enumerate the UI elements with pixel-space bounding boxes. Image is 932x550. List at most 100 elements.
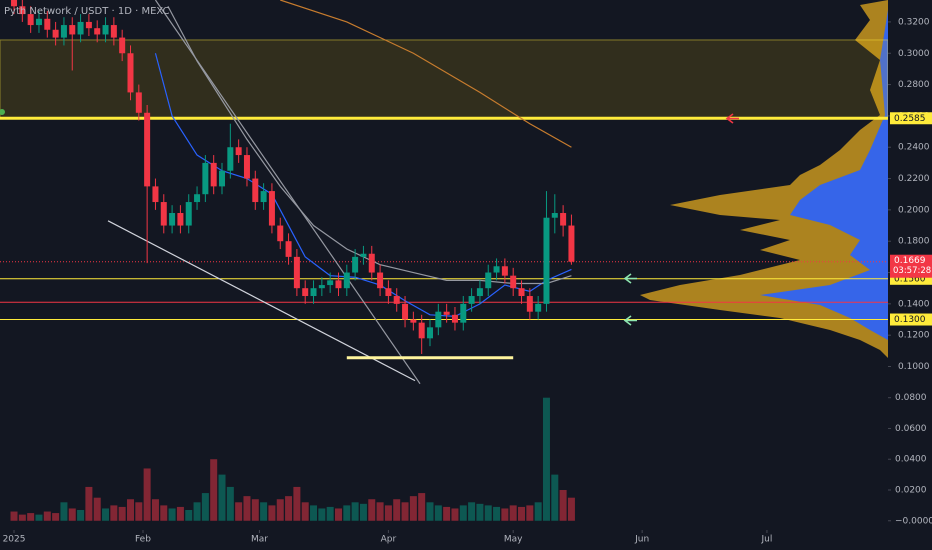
volume-bar	[509, 505, 517, 521]
volume-bar	[310, 505, 318, 521]
candle-body	[160, 202, 167, 226]
candle-body	[285, 241, 292, 257]
candle-body	[443, 311, 450, 315]
volume-bar	[542, 397, 550, 521]
volume-bar	[268, 505, 276, 521]
volume-bar	[343, 505, 351, 521]
candle-body	[44, 18, 51, 30]
candle-body	[19, 6, 26, 15]
candle-body	[518, 288, 525, 297]
volume-bar	[18, 514, 26, 521]
candle-body	[385, 288, 392, 297]
volume-bar	[135, 502, 143, 521]
candle-body	[35, 18, 42, 26]
volume-bar	[559, 490, 567, 521]
volume-bar	[484, 505, 492, 521]
volume-bar	[493, 506, 501, 521]
volume-bar	[10, 511, 18, 521]
volume-bar	[68, 508, 76, 521]
volume-bar	[551, 474, 559, 521]
y2-tick-label: 0.0600	[895, 424, 927, 434]
candle-body	[402, 303, 409, 320]
overlay-line	[280, 0, 572, 148]
candle-body	[202, 162, 209, 195]
candle-body	[268, 191, 275, 226]
candle-body	[219, 170, 226, 187]
candle-body	[451, 314, 458, 323]
candle-body	[185, 202, 192, 226]
volume-bar	[151, 499, 159, 521]
volume-profile	[640, 0, 888, 358]
volume-bar	[384, 505, 392, 521]
candle-body	[77, 21, 84, 35]
x-tick-label: Jun	[634, 535, 649, 545]
level-label-box	[890, 313, 932, 326]
arrows	[623, 113, 739, 326]
y-tick-label: 0.1200	[898, 331, 930, 341]
volume-bar	[260, 502, 268, 521]
arrow	[623, 273, 637, 284]
level-label-box	[890, 112, 932, 125]
candle-body	[327, 280, 334, 286]
y-tick-label: 0.2200	[898, 174, 930, 184]
candle-body	[360, 253, 367, 257]
volume-bar	[326, 506, 334, 521]
y-tick-label: 0.1800	[898, 237, 930, 247]
candle-body	[69, 25, 76, 35]
candle-body	[27, 14, 34, 26]
candle-body	[501, 266, 508, 276]
volume-bar	[534, 502, 542, 521]
volume-bar	[77, 510, 85, 521]
candle-body	[318, 285, 325, 289]
candle-body	[11, 0, 18, 7]
candle-body	[277, 225, 284, 242]
chart-title: Pyth Network / USDT · 1D · MEXC	[4, 6, 170, 17]
volume-bar	[60, 502, 68, 521]
volume-bar	[526, 505, 534, 521]
candle-body	[227, 147, 234, 171]
candle-body	[543, 217, 550, 304]
candle-body	[418, 322, 425, 339]
volume-bar	[426, 502, 434, 521]
candle-body	[310, 288, 317, 297]
volume-bar	[501, 508, 509, 521]
candle-body	[235, 147, 242, 156]
candle-body	[194, 194, 201, 203]
volume-bar	[418, 493, 426, 521]
last-price-label: 0.1669	[894, 256, 926, 266]
arrow	[623, 315, 637, 326]
volume-bar	[226, 486, 234, 521]
volume-bar	[201, 493, 209, 521]
y-tick-label: 0.2800	[898, 80, 930, 90]
candle-body	[260, 191, 267, 203]
candle-body	[551, 213, 558, 218]
y-tick-label: 0.2000	[898, 205, 930, 215]
candle-body	[252, 178, 259, 203]
countdown: 03:57:28	[893, 266, 931, 276]
candle-body	[302, 288, 309, 297]
candle-body	[152, 186, 159, 203]
volume-bar	[176, 506, 184, 521]
candle-body	[410, 319, 417, 323]
candle-body	[127, 53, 134, 93]
volume-bar	[276, 499, 284, 521]
level-label: 0.1560	[894, 274, 926, 284]
volume-bar	[126, 499, 134, 521]
volume-bar	[434, 505, 442, 521]
level-label: 0.2585	[894, 114, 926, 124]
y2-tick-label: 0.0800	[895, 393, 927, 403]
overlay-line	[154, 0, 421, 385]
volume-bar	[93, 497, 101, 521]
candle-body	[119, 37, 126, 54]
x-tick-label: May	[504, 535, 523, 545]
x-tick-label: Jul	[761, 535, 773, 545]
candle-body	[169, 213, 176, 226]
x-tick-label: Feb	[135, 535, 151, 545]
volume-bar	[218, 474, 226, 521]
profile-total	[640, 0, 888, 358]
candle-body	[343, 272, 350, 289]
y-tick-label: 0.2400	[898, 143, 930, 153]
candle-body	[560, 213, 567, 226]
candle-body	[135, 92, 142, 113]
y-tick-label: 0.1400	[898, 299, 930, 309]
